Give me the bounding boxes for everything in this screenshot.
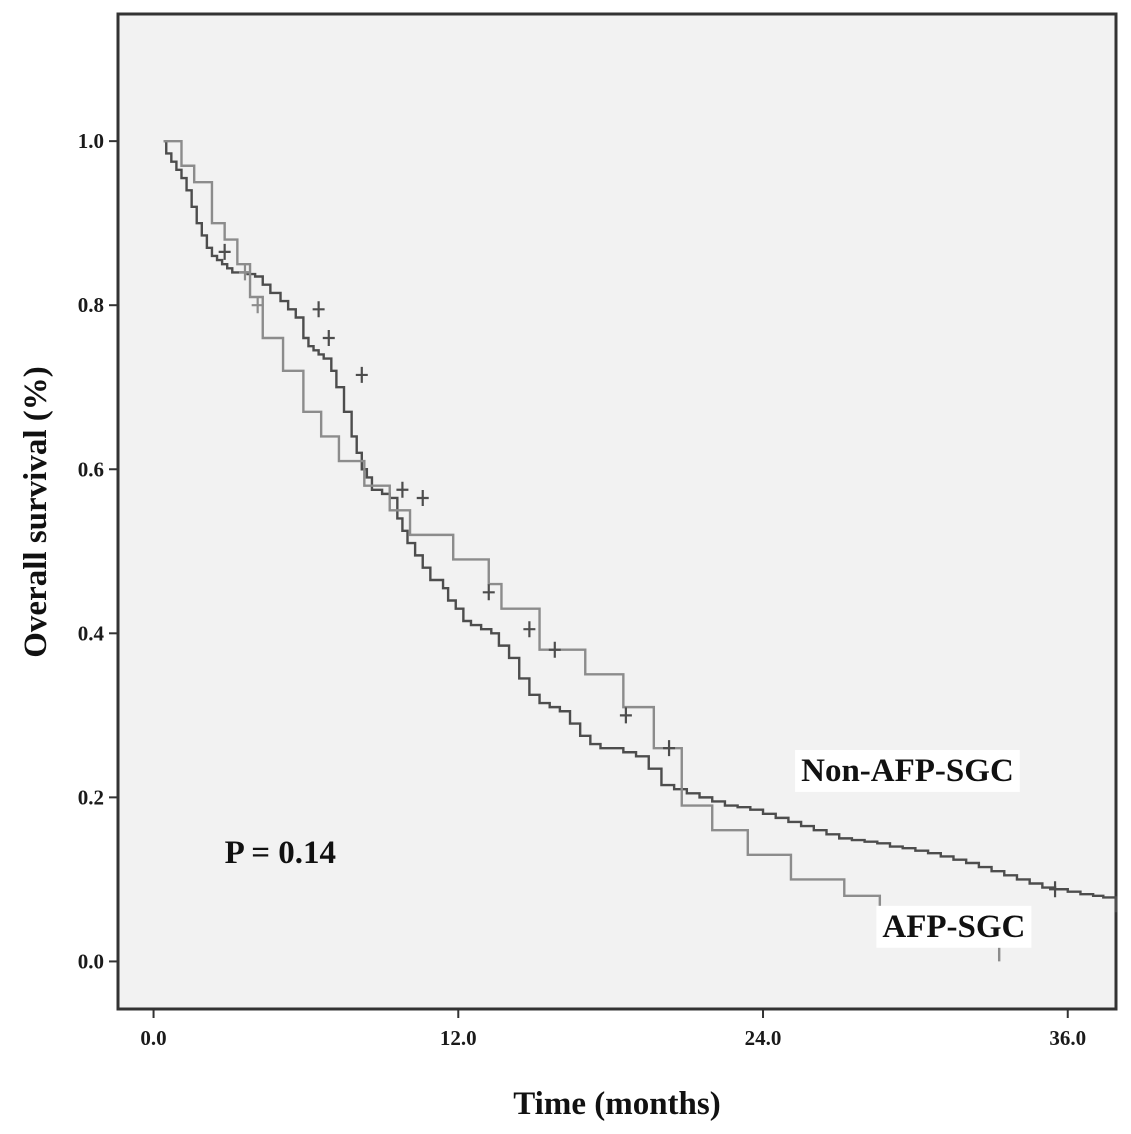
label-afp-sgc-group: AFP-SGC: [876, 905, 1032, 948]
label-afp-sgc: AFP-SGC: [882, 909, 1025, 945]
censor-mark: [619, 707, 632, 724]
y-axis-title: Overall survival (%): [18, 366, 54, 657]
censor-mark: [355, 366, 368, 383]
censor-mark: [251, 297, 264, 314]
plot-area: [116, 12, 1118, 1011]
label-non-afp-sgc-group: Non-AFP-SGC: [795, 749, 1020, 792]
x-axis-title: Time (months): [513, 1086, 720, 1122]
series-line-non-afp-sgc: [163, 139, 1118, 913]
label-non-afp-sgc-background: [795, 749, 1020, 792]
censor-mark: [548, 641, 561, 658]
x-tick-label: 36.0: [1049, 1026, 1086, 1050]
censor-mark: [416, 489, 429, 506]
p-value-annotation: P = 0.14: [225, 835, 336, 871]
y-tick-label: 0.6: [78, 457, 104, 481]
censor-marks: [218, 243, 1062, 898]
censor-mark: [396, 481, 409, 498]
censor-mark: [238, 264, 251, 281]
p-value-annotation-group: P = 0.14: [225, 835, 336, 871]
y-tick-label: 0.0: [78, 949, 104, 973]
y-tick-label: 0.8: [78, 293, 104, 317]
x-tick-label: 0.0: [140, 1026, 166, 1050]
censor-mark: [218, 243, 231, 260]
annotations: P = 0.14 Non-AFP-SGC AFP-SGC: [225, 749, 1032, 948]
censor-mark: [663, 740, 676, 757]
series-line-afp-sgc: [163, 139, 1001, 962]
y-axis-ticks: 0.0 0.2 0.4 0.6 0.8 1.0: [78, 129, 118, 973]
censor-mark: [482, 584, 495, 601]
label-non-afp-sgc: Non-AFP-SGC: [801, 753, 1014, 789]
x-tick-label: 12.0: [440, 1026, 477, 1050]
x-axis-ticks: 0.0 12.0 24.0 36.0: [140, 1009, 1086, 1050]
y-tick-label: 0.4: [78, 621, 105, 645]
censor-mark: [1049, 881, 1062, 898]
censor-mark: [322, 330, 335, 347]
censor-mark: [523, 621, 536, 638]
censor-mark: [312, 301, 325, 318]
series-layer: [163, 139, 1118, 962]
label-afp-sgc-background: [876, 905, 1032, 948]
y-tick-label: 0.2: [78, 785, 104, 809]
y-tick-label: 1.0: [78, 129, 104, 153]
x-tick-label: 24.0: [745, 1026, 782, 1050]
